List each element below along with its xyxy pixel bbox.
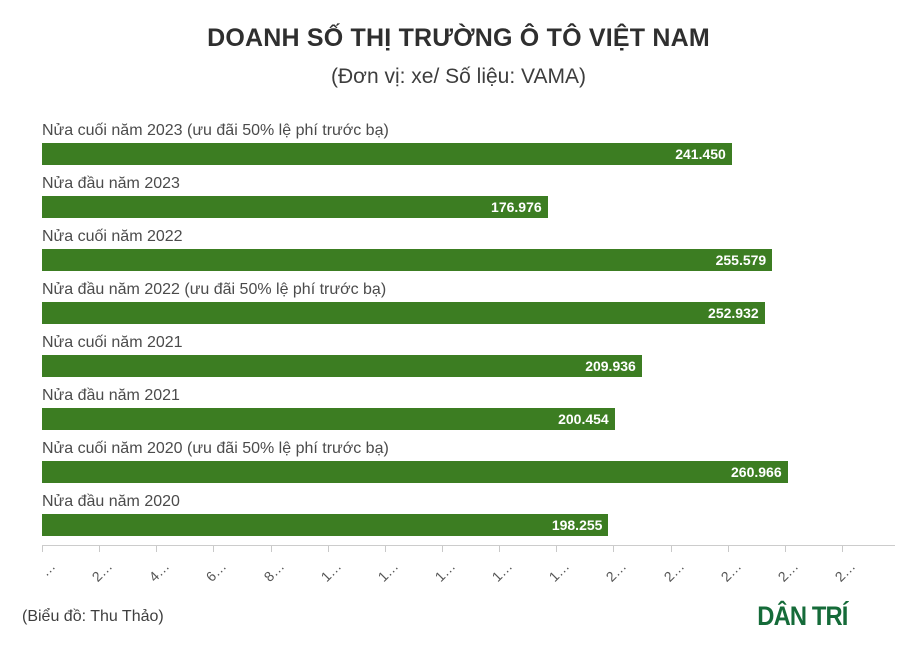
bar-value: 255.579 <box>715 252 767 268</box>
bar-category-label: Nửa đầu năm 2020 <box>42 493 180 510</box>
bar-value: 252.932 <box>708 305 759 321</box>
bar-category-label: Nửa đầu năm 2021 <box>42 387 180 404</box>
x-tick-mark <box>270 546 272 552</box>
bar-track: 198.255 <box>42 514 842 536</box>
x-tick-label: 2… <box>717 558 745 585</box>
bar-track: 252.932 <box>42 302 842 324</box>
x-axis: … 2… 4… 6… 8… 1… 1… 1… 1… 1… 2… 2… 2… 2… 2… <box>37 545 895 596</box>
bar-row: Nửa cuối năm 2020 (ưu đãi 50% lệ phí trư… <box>42 439 895 483</box>
x-tick-mark <box>213 546 215 552</box>
x-tick-mark <box>99 546 101 552</box>
bar-category-label: Nửa cuối năm 2022 <box>42 228 183 245</box>
bar: 241.450 <box>42 143 732 165</box>
bar: 260.966 <box>42 461 788 483</box>
bar-track: 209.936 <box>42 355 842 377</box>
bar-value: 209.936 <box>585 358 636 374</box>
bar: 176.976 <box>42 196 548 218</box>
bar-track: 260.966 <box>42 461 842 483</box>
x-tick-label: 1… <box>545 558 573 585</box>
bar-row: Nửa đầu năm 2022 (ưu đãi 50% lệ phí trướ… <box>42 280 895 324</box>
x-tick-mark <box>42 546 43 552</box>
x-tick-label: 2… <box>88 558 116 585</box>
bar-row: Nửa cuối năm 2022 255.579 <box>42 227 895 271</box>
x-tick-label: … <box>37 558 59 580</box>
bar-category-label: Nửa cuối năm 2020 (ưu đãi 50% lệ phí trư… <box>42 440 389 457</box>
x-tick-mark <box>556 546 558 552</box>
x-tick-mark <box>727 546 729 552</box>
x-tick-label: 1… <box>374 558 402 585</box>
x-tick-mark <box>670 546 672 552</box>
bar: 198.255 <box>42 514 609 536</box>
x-tick-label: 2… <box>603 558 630 585</box>
x-tick-label: 1… <box>488 558 516 585</box>
x-tick-mark <box>842 546 843 552</box>
x-tick-label: 2… <box>831 558 859 585</box>
chart-credit: (Biểu đồ: Thu Thảo) <box>22 608 164 625</box>
page-title: DOANH SỐ THỊ TRƯỜNG Ô TÔ VIỆT NAM <box>207 24 710 52</box>
bar-chart: Nửa cuối năm 2023 (ưu đãi 50% lệ phí trư… <box>42 121 895 545</box>
bar-row: Nửa cuối năm 2023 (ưu đãi 50% lệ phí trư… <box>42 121 895 165</box>
x-tick-mark <box>613 546 615 552</box>
bar-category-label: Nửa đầu năm 2023 <box>42 175 180 192</box>
x-tick-mark <box>384 546 386 552</box>
x-tick-mark <box>156 546 158 552</box>
x-tick-mark <box>784 546 786 552</box>
bar: 209.936 <box>42 355 642 377</box>
bar-category-label: Nửa cuối năm 2023 (ưu đãi 50% lệ phí trư… <box>42 122 389 139</box>
bar-value: 176.976 <box>491 199 542 215</box>
bar: 252.932 <box>42 302 765 324</box>
bar-value: 241.450 <box>675 146 726 162</box>
x-tick-label: 2… <box>774 558 802 585</box>
x-tick-label: 1… <box>317 558 345 585</box>
bar-track: 255.579 <box>42 249 842 271</box>
bar-row: Nửa đầu năm 2020 198.255 <box>42 492 895 536</box>
dantri-logo: DÂN TRÍ <box>756 601 848 631</box>
bar-row: Nửa cuối năm 2021 209.936 <box>42 333 895 377</box>
bar: 255.579 <box>42 249 773 271</box>
bar-value: 200.454 <box>558 411 609 427</box>
bar-track: 176.976 <box>42 196 842 218</box>
bar-track: 200.454 <box>42 408 842 430</box>
page-subtitle: (Đơn vị: xe/ Số liệu: VAMA) <box>331 65 586 88</box>
bar-rows: Nửa cuối năm 2023 (ưu đãi 50% lệ phí trư… <box>42 121 895 536</box>
x-tick-mark <box>499 546 501 552</box>
x-tick-label: 1… <box>431 558 459 585</box>
x-tick-label: 6… <box>203 558 230 585</box>
x-tick-label: 4… <box>145 558 173 585</box>
x-tick-mark <box>327 546 329 552</box>
bar-value: 198.255 <box>551 517 603 533</box>
bar-row: Nửa đầu năm 2021 200.454 <box>42 386 895 430</box>
x-tick-label: 2… <box>660 558 687 585</box>
bar-category-label: Nửa đầu năm 2022 (ưu đãi 50% lệ phí trướ… <box>42 281 387 298</box>
x-tick-mark <box>442 546 443 552</box>
bar-value: 260.966 <box>731 464 782 480</box>
bar: 200.454 <box>42 408 615 430</box>
bar-track: 241.450 <box>42 143 842 165</box>
bar-category-label: Nửa cuối năm 2021 <box>42 334 183 351</box>
bar-row: Nửa đầu năm 2023 176.976 <box>42 174 895 218</box>
x-tick-label: 8… <box>260 558 287 585</box>
